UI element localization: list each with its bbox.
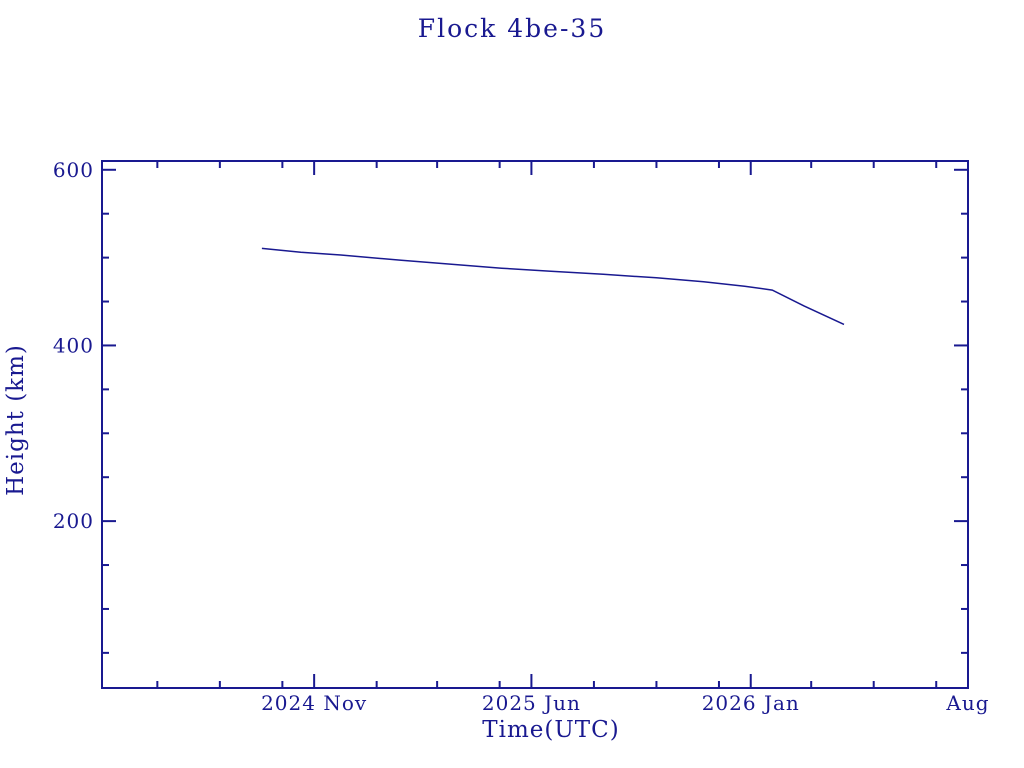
y-tick-label: 400 [53,333,94,357]
x-tick-label: 2026 Jan [702,691,800,715]
x-tick-label: Aug [945,691,989,715]
chart-title: Flock 4be-35 [417,14,607,43]
height-decay-line [261,247,845,326]
plot-frame [101,160,969,689]
x-tick-label: 2024 Nov [261,691,367,715]
y-tick-label: 600 [53,158,94,182]
x-axis-label: Time(UTC) [482,717,620,743]
x-tick-label: 2025 Jun [482,691,581,715]
y-tick-label: 200 [53,509,94,533]
